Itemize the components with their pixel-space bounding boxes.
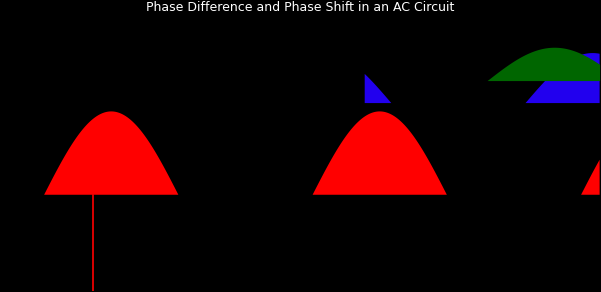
Title: Phase Difference and Phase Shift in an AC Circuit: Phase Difference and Phase Shift in an A… [146,1,455,14]
